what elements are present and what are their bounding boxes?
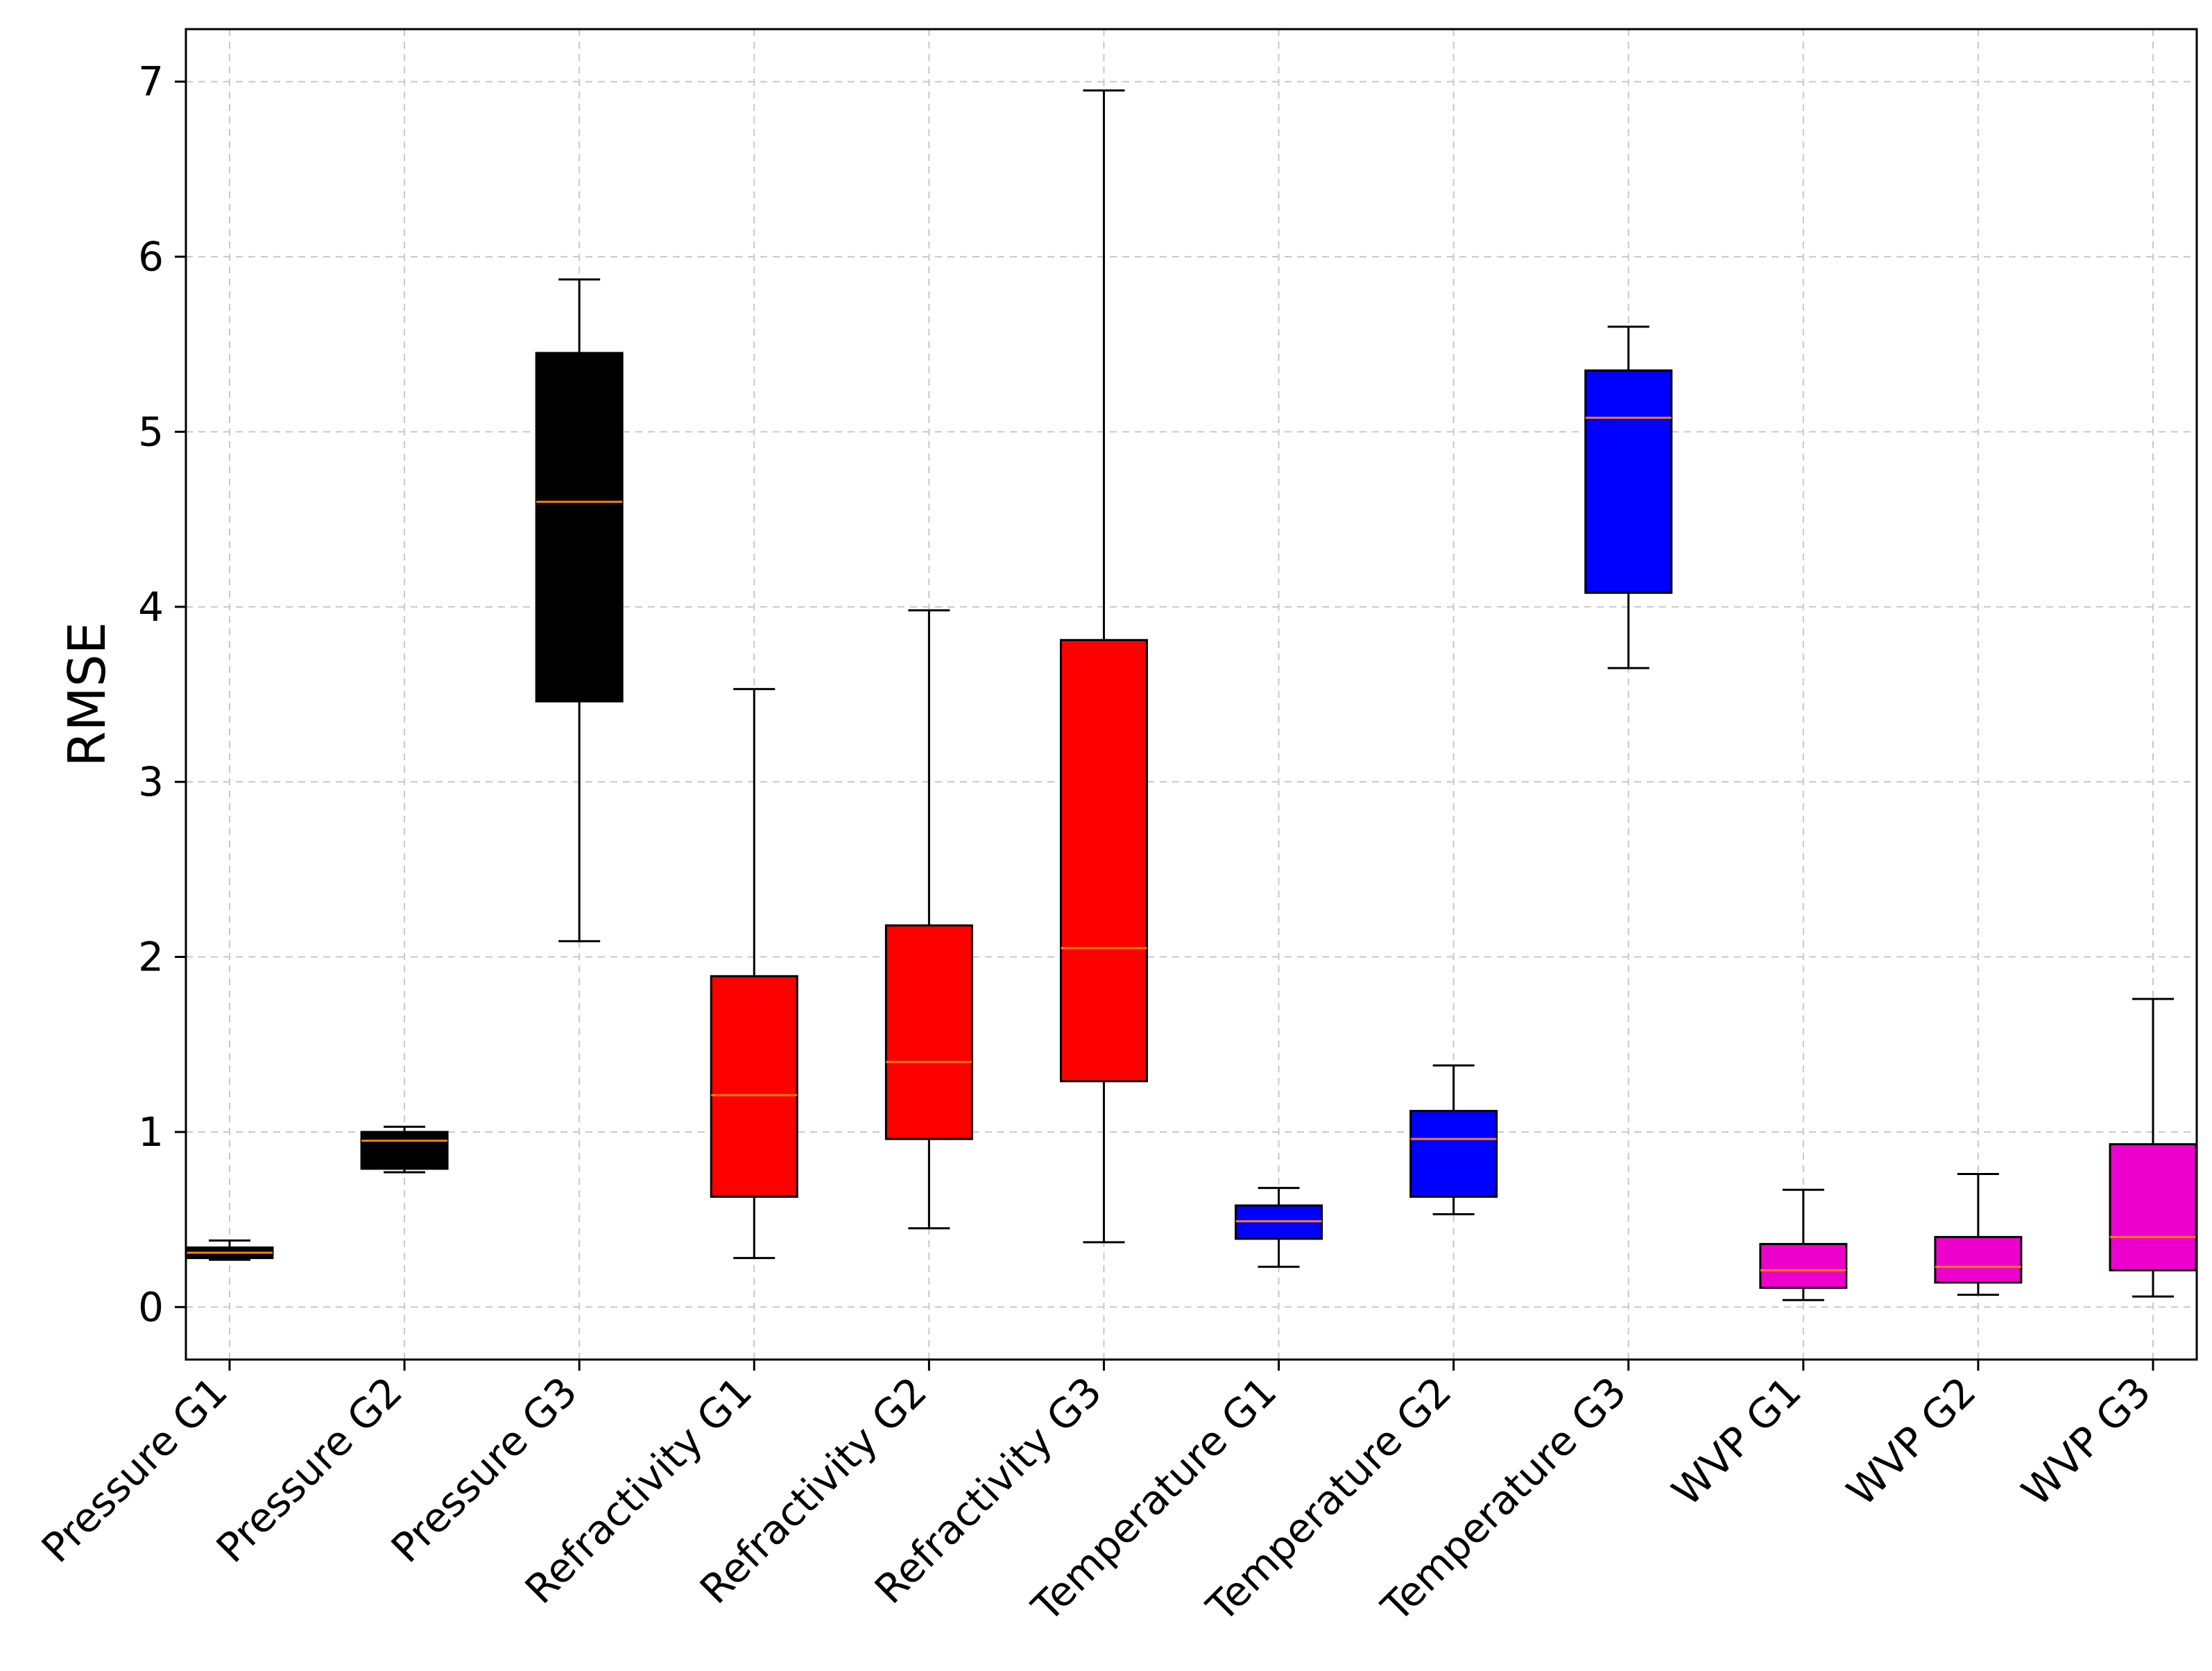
box-iqr [884, 924, 973, 1140]
boxes [185, 89, 2197, 1301]
x-tick-label: Pressure G1 [33, 1368, 237, 1572]
box-iqr [1584, 369, 1673, 594]
box-refractivity-g3 [1059, 89, 1148, 1244]
y-tick-label: 2 [138, 934, 164, 981]
y-tick-label: 0 [138, 1283, 164, 1330]
box-iqr [360, 1131, 449, 1170]
y-tick-label: 7 [138, 58, 164, 105]
box-wvp-g3 [2109, 997, 2197, 1298]
y-tick-label: 6 [138, 233, 164, 280]
plot-frame [185, 28, 2198, 1361]
box-iqr [1409, 1110, 1498, 1198]
box-iqr [1059, 639, 1148, 1083]
box-temperature-g1 [1235, 1187, 1323, 1268]
box-temperature-g3 [1584, 325, 1673, 669]
y-axis: 0 1 2 3 4 5 6 7 [138, 58, 186, 1330]
box-iqr [1934, 1235, 2023, 1284]
box-iqr [710, 975, 798, 1198]
box-iqr [2109, 1143, 2197, 1271]
box-refractivity-g1 [710, 687, 798, 1260]
box-pressure-g2 [360, 1125, 449, 1174]
y-tick-label: 5 [138, 408, 164, 455]
grid [186, 29, 2197, 1360]
y-tick-label: 1 [138, 1108, 164, 1156]
x-tick-label: WVP G3 [2013, 1368, 2160, 1515]
box-iqr [1759, 1242, 1848, 1289]
x-tick-label: WVP G1 [1663, 1368, 1810, 1515]
box-temperature-g2 [1409, 1064, 1498, 1216]
box-iqr [535, 352, 624, 703]
y-tick-label: 4 [138, 583, 164, 631]
box-pressure-g1 [185, 1239, 274, 1261]
y-tick-label: 3 [138, 758, 164, 805]
y-axis-label: RMSE [58, 622, 117, 767]
box-wvp-g2 [1934, 1172, 2023, 1296]
box-wvp-g1 [1759, 1188, 1848, 1301]
box-refractivity-g2 [884, 609, 973, 1230]
x-tick-label: WVP G2 [1837, 1368, 1984, 1515]
x-tick-label: Pressure G2 [207, 1368, 411, 1572]
box-pressure-g3 [535, 278, 624, 943]
